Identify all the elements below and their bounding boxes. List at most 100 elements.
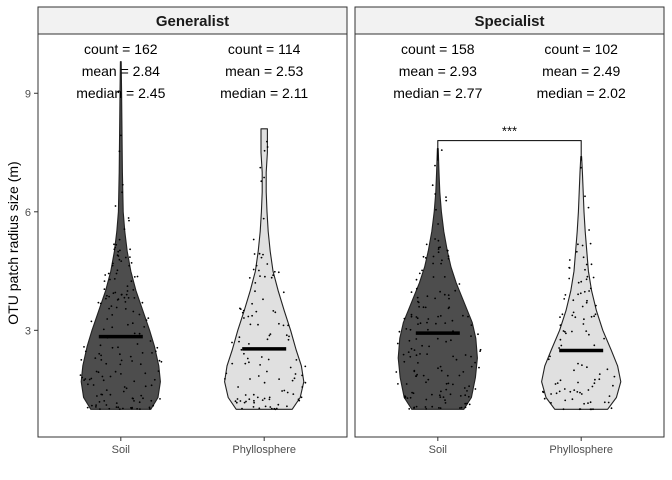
data-point bbox=[86, 406, 89, 409]
data-point bbox=[111, 264, 114, 267]
data-point bbox=[425, 381, 427, 384]
data-point bbox=[598, 378, 601, 381]
data-point bbox=[446, 374, 449, 377]
data-point bbox=[151, 352, 153, 354]
x-tick-label-soil: Soil bbox=[112, 444, 130, 456]
data-point bbox=[426, 321, 428, 324]
data-point bbox=[424, 257, 427, 259]
data-point bbox=[268, 398, 271, 401]
data-point bbox=[455, 358, 458, 361]
data-point bbox=[138, 313, 141, 316]
data-point bbox=[129, 355, 132, 358]
stat-count: count = 162 bbox=[84, 41, 158, 57]
data-point bbox=[266, 263, 269, 265]
stat-median: median = 2.11 bbox=[220, 85, 308, 101]
stat-count: count = 114 bbox=[228, 41, 301, 57]
data-point bbox=[445, 382, 448, 385]
data-point bbox=[132, 397, 135, 400]
data-point bbox=[133, 276, 136, 278]
data-point bbox=[266, 146, 269, 148]
data-point bbox=[593, 315, 595, 318]
data-point bbox=[126, 290, 129, 292]
data-point bbox=[438, 394, 441, 397]
data-point bbox=[156, 346, 159, 349]
data-point bbox=[254, 290, 256, 293]
data-point bbox=[559, 324, 562, 327]
data-point bbox=[241, 407, 243, 410]
data-point bbox=[419, 353, 421, 355]
facet-title-generalist: Generalist bbox=[156, 13, 229, 30]
data-point bbox=[95, 404, 97, 406]
data-point bbox=[437, 239, 440, 242]
data-point bbox=[225, 372, 228, 375]
data-point bbox=[118, 238, 121, 241]
data-point bbox=[592, 276, 595, 279]
data-point bbox=[459, 407, 461, 409]
data-point bbox=[247, 315, 250, 318]
data-point bbox=[131, 407, 133, 410]
data-point bbox=[138, 401, 141, 404]
data-point bbox=[415, 375, 417, 377]
data-point bbox=[432, 276, 435, 278]
data-point bbox=[262, 298, 264, 301]
facet-title-specialist: Specialist bbox=[474, 13, 544, 30]
data-point bbox=[105, 389, 108, 391]
data-point bbox=[411, 391, 413, 394]
y-axis: 3 6 9 bbox=[25, 88, 38, 337]
points-specialist-soil bbox=[395, 149, 482, 410]
data-point bbox=[593, 344, 596, 347]
data-point bbox=[95, 406, 97, 408]
data-point bbox=[577, 362, 579, 365]
data-point bbox=[267, 358, 270, 361]
data-point bbox=[112, 292, 115, 295]
data-point bbox=[474, 388, 477, 390]
data-point bbox=[434, 238, 436, 240]
data-point bbox=[565, 332, 567, 335]
data-point bbox=[119, 363, 122, 366]
data-point bbox=[110, 305, 113, 307]
data-point bbox=[452, 383, 454, 386]
data-point bbox=[293, 377, 296, 380]
data-point bbox=[118, 150, 121, 153]
data-point bbox=[424, 306, 427, 309]
data-point bbox=[287, 338, 290, 341]
data-point bbox=[560, 344, 563, 347]
data-point bbox=[464, 354, 467, 356]
data-point bbox=[157, 370, 160, 372]
data-point bbox=[439, 396, 442, 398]
data-point bbox=[432, 255, 435, 258]
data-point bbox=[121, 191, 123, 194]
data-point bbox=[126, 285, 129, 287]
data-point bbox=[438, 407, 440, 409]
data-point bbox=[287, 324, 289, 327]
data-point bbox=[304, 381, 307, 384]
data-point bbox=[416, 373, 418, 376]
data-point bbox=[397, 383, 399, 385]
data-point bbox=[424, 406, 427, 408]
data-point bbox=[587, 389, 590, 391]
data-point bbox=[288, 335, 290, 338]
data-point bbox=[447, 255, 450, 257]
data-point bbox=[258, 407, 261, 410]
data-point bbox=[277, 403, 280, 406]
stat-mean: mean = 2.49 bbox=[542, 63, 620, 79]
data-point bbox=[583, 402, 585, 405]
data-point bbox=[145, 319, 148, 321]
data-point bbox=[409, 355, 412, 358]
data-point bbox=[131, 360, 134, 362]
data-point bbox=[129, 256, 131, 258]
data-point bbox=[405, 383, 408, 385]
data-point bbox=[143, 326, 146, 328]
data-point bbox=[257, 375, 260, 377]
data-point bbox=[583, 290, 586, 293]
data-point bbox=[133, 332, 136, 335]
data-point bbox=[103, 400, 106, 402]
data-point bbox=[234, 400, 237, 403]
data-point bbox=[239, 308, 242, 310]
data-point bbox=[289, 366, 292, 369]
data-point bbox=[443, 276, 446, 278]
data-point bbox=[426, 353, 428, 355]
data-point bbox=[248, 398, 251, 401]
data-point bbox=[460, 406, 463, 409]
data-point bbox=[243, 352, 245, 355]
